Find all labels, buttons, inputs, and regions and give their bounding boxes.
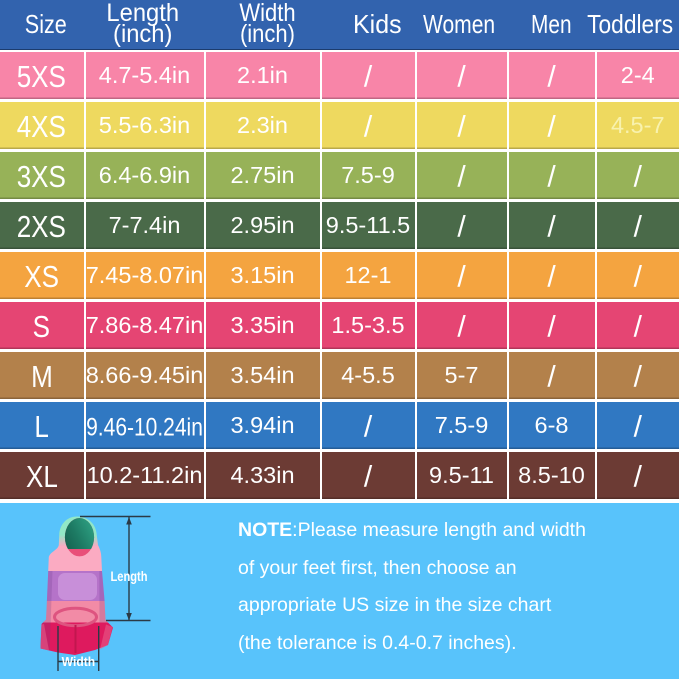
svg-text:Width: Width <box>62 655 96 669</box>
svg-text:Length: Length <box>111 569 148 584</box>
